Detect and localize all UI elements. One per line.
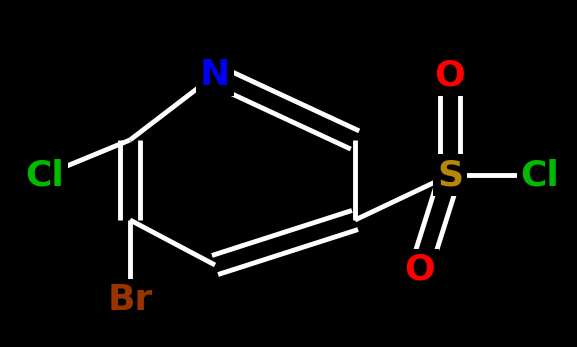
Text: S: S bbox=[437, 158, 463, 192]
Text: N: N bbox=[200, 58, 230, 92]
Text: O: O bbox=[404, 253, 436, 287]
Text: Br: Br bbox=[107, 283, 153, 317]
Text: Cl: Cl bbox=[520, 158, 559, 192]
Text: O: O bbox=[434, 58, 466, 92]
Text: Cl: Cl bbox=[25, 158, 65, 192]
